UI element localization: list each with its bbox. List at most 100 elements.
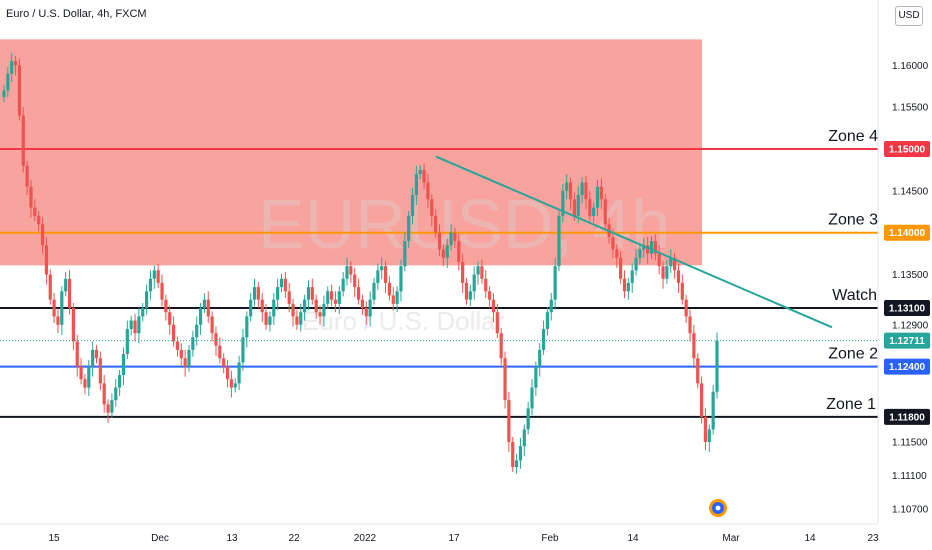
candle-body [110,400,114,413]
candle-body [715,340,719,392]
candle-body [638,249,642,258]
currency-selector[interactable]: USD [895,6,923,26]
watermark-symbol: EURUSD, 4h [258,185,670,263]
candle-body [534,366,538,388]
price-axis-tags: 1.15000 1.14000 1.13100 1.12400 1.11800 1.127… [0,140,930,425]
price-tag[interactable] [884,358,930,375]
candle-body [329,291,334,300]
candle-body [426,182,430,200]
candle-body [125,328,129,355]
time-tick-label: 14 [804,533,816,544]
candle-body [168,312,172,325]
candle-body [584,182,588,200]
candle-body [118,375,122,388]
candle-body [191,337,195,350]
time-tick-label: 2022 [354,533,377,544]
candle-body [669,257,673,267]
candle-body [588,199,592,216]
candle-body [198,308,203,325]
candle-body [210,316,214,334]
candle-body [141,308,145,317]
trendline[interactable] [435,155,833,329]
price-axis-background[interactable] [878,0,932,524]
candle-body [222,358,226,367]
candle-body [387,282,392,296]
candle-body [175,341,180,350]
candle-body [156,270,160,283]
candle-body [522,429,526,447]
candle-body [646,245,650,254]
time-tick-label: Feb [541,533,559,544]
candle-body [484,278,488,292]
candle-body [129,320,133,329]
level-label: Zone 2 [828,346,878,363]
candle-body [707,429,711,442]
candle-body [676,270,681,283]
candle-body [353,274,357,288]
candle-body [395,291,399,304]
candle-body [183,358,187,367]
price-tag[interactable] [884,408,930,425]
time-tick-label: Mar [722,533,740,544]
candle-body [553,266,557,300]
candle-body [10,61,14,74]
candle-body [565,182,569,191]
candle-body [314,299,318,313]
candle-body [40,224,45,246]
candle-body [680,282,684,300]
candle-body [642,245,646,250]
price-tag[interactable] [884,224,930,241]
candle-body [67,278,72,309]
level-label: Watch [832,287,877,304]
candle-body [356,287,361,300]
candle-body [322,303,326,317]
candle-body [37,215,41,225]
candle-body [299,312,303,325]
level-label: Zone 1 [826,396,876,413]
candlestick-series [2,52,719,474]
candle-body [499,333,503,359]
symbol-title[interactable]: Euro / U.S. Dollar, 4h, FXCM [6,8,147,20]
time-tick-label: 13 [226,533,238,544]
price-tag-label: 1.11800 [889,412,925,423]
candle-body [688,316,692,334]
last-price-tag[interactable] [884,332,930,349]
candle-body [195,324,199,338]
candle-body [518,446,523,461]
candle-body [472,274,476,292]
candle-body [615,249,619,258]
events-icon[interactable] [709,499,727,517]
candle-body [279,278,284,288]
candle-body [264,312,268,325]
candle-body [310,287,314,300]
candle-body [91,349,95,367]
time-axis-background[interactable] [0,524,878,550]
candle-body [488,291,492,300]
resistance-zone-box[interactable] [0,39,702,266]
price-tag[interactable] [884,300,930,317]
price-tag[interactable] [884,140,930,157]
candle-body [557,215,561,267]
candle-body [461,262,465,283]
price-tag-label: 1.14000 [889,228,926,239]
candle-body [218,345,222,359]
candle-body [171,324,176,342]
candle-body [495,312,499,334]
candle-body [214,333,218,346]
candle-body [152,270,156,279]
candle-body [133,320,137,334]
candle-body [229,379,233,388]
price-tick-label: 1.11500 [892,437,928,448]
watermark-description: Euro / U.S. Dollar [302,306,505,336]
candle-body [603,199,607,225]
price-tick-label: 1.10700 [892,504,929,515]
level-label: Zone 3 [828,212,878,229]
candle-body [33,207,37,216]
candle-body [98,358,102,384]
candle-body [692,333,696,359]
level-label: Zone 4 [828,128,878,145]
candle-body [464,282,469,300]
candle-body [345,266,349,279]
